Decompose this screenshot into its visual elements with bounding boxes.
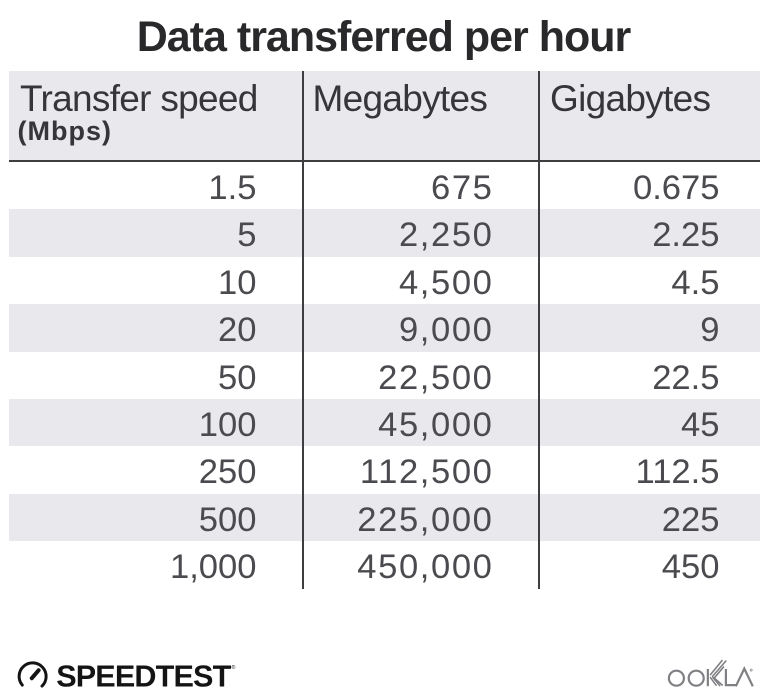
svg-text:SPEEDTEST: SPEEDTEST: [56, 660, 231, 694]
svg-text:®: ®: [232, 664, 236, 671]
